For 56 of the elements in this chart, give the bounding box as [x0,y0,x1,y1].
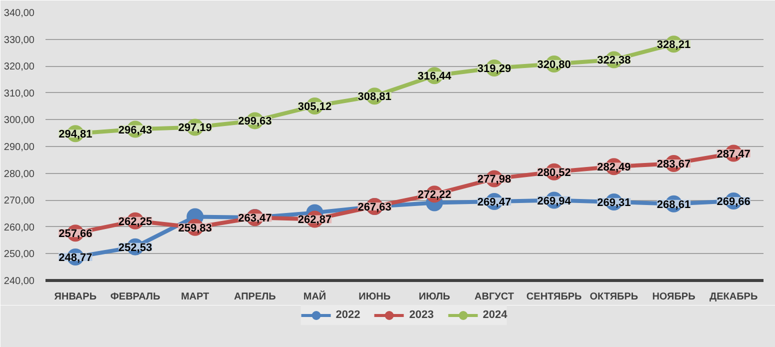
x-tick-label: ФЕВРАЛЬ [110,292,160,302]
data-label: 267,63 [358,201,392,214]
x-tick-label: МАЙ [303,290,326,302]
x-tick-label: МАРТ [180,292,210,302]
data-label: 283,67 [656,158,691,170]
data-label: 319,29 [477,63,512,76]
y-tick-label: 320,00 [4,62,35,73]
data-label: 296,43 [118,124,152,136]
data-label: 268,61 [656,198,691,211]
x-tick-label: ИЮНЬ [358,292,391,302]
data-label: 308,81 [358,91,392,104]
legend-label: 2024 [482,309,508,321]
y-tick-label: 300,00 [4,115,35,126]
x-tick-label: НОЯБРЬ [652,292,696,302]
x-tick-label: ЯНВАРЬ [54,292,97,302]
y-tick-label: 310,00 [4,88,35,100]
data-label: 316,44 [418,70,452,83]
data-label: 277,98 [477,174,512,186]
data-label: 269,31 [597,196,631,209]
data-label: 272,22 [418,189,452,202]
x-tick-label: АВГУСТ [474,292,514,302]
y-tick-label: 250,00 [4,249,35,260]
data-label: 328,21 [656,39,691,52]
x-tick-label: АПРЕЛЬ [234,292,276,302]
data-label: 248,77 [58,252,92,264]
data-label: 297,19 [178,122,212,134]
legend-label: 2023 [409,309,434,321]
data-label: 287,47 [716,148,750,160]
y-tick-label: 330,00 [4,34,35,46]
y-tick-label: 270,00 [4,196,35,207]
data-label: 269,94 [537,195,572,208]
data-label: 282,49 [597,162,631,174]
y-tick-label: 290,00 [4,142,35,153]
data-label: 269,66 [716,196,750,208]
data-label: 259,83 [178,222,212,234]
data-label: 262,87 [298,214,332,226]
data-label: 305,12 [298,100,332,113]
y-tick-label: 240,00 [4,276,35,287]
x-tick-label: ОКТЯБРЬ [590,292,638,302]
data-label: 257,66 [58,228,92,240]
x-tick-label: ДЕКАБРЬ [710,292,758,302]
x-tick-label: ИЮЛЬ [418,292,450,302]
data-label: 263,47 [238,212,272,225]
data-label: 299,63 [238,116,272,128]
y-tick-label: 340,00 [4,8,35,19]
x-tick-label: СЕНТЯБРЬ [526,292,582,302]
data-label: 252,53 [118,242,152,254]
data-label: 262,25 [118,216,152,228]
y-tick-label: 260,00 [4,222,35,234]
data-label: 294,81 [58,128,92,141]
y-tick-label: 280,00 [4,168,35,180]
data-label: 320,80 [537,58,571,71]
data-label: 269,47 [477,196,512,209]
legend-label: 2022 [336,309,360,321]
data-label: 280,52 [537,166,571,179]
data-label: 322,38 [597,54,631,67]
